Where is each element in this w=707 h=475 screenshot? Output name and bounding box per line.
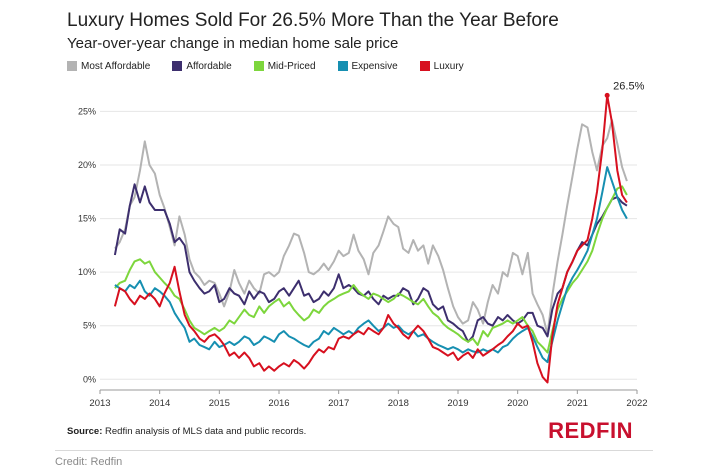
peak-marker: [604, 92, 610, 98]
x-tick-label: 2014: [149, 398, 170, 409]
x-tick-label: 2017: [328, 398, 349, 409]
source-note: Source: Redfin analysis of MLS data and …: [67, 426, 306, 437]
legend-swatch: [253, 61, 264, 71]
peak-annotation-label: 26.5%: [613, 80, 644, 92]
legend-swatch: [337, 61, 348, 71]
x-tick-label: 2021: [567, 398, 588, 409]
series-line-luxury: [113, 94, 628, 384]
y-tick-label: 0%: [83, 374, 96, 384]
legend-label: Expensive: [351, 60, 398, 72]
legend-item-mid-priced: Mid-Priced: [253, 58, 316, 74]
x-tick-label: 2018: [388, 398, 409, 409]
legend-item-luxury: Luxury: [419, 58, 464, 74]
x-tick-label: 2016: [268, 398, 289, 409]
chart-subtitle: Year-over-year change in median home sal…: [67, 35, 399, 52]
legend-label: Luxury: [433, 60, 464, 72]
legend-swatch: [67, 61, 77, 71]
x-tick-label: 2020: [507, 398, 528, 409]
legend-item-expensive: Expensive: [337, 58, 398, 74]
x-tick-label: 2013: [89, 398, 110, 409]
legend-item-affordable: Affordable: [172, 58, 232, 74]
series-line-most-affordable: [114, 119, 628, 336]
chart-card: Luxury Homes Sold For 26.5% More Than th…: [55, 0, 653, 451]
legend-label: Affordable: [186, 60, 232, 72]
redfin-logo: REDFIN: [548, 418, 633, 443]
image-credit: Credit: Redfin: [55, 456, 123, 468]
y-tick-label: 20%: [78, 160, 96, 170]
source-text: Redfin analysis of MLS data and public r…: [102, 426, 307, 437]
x-tick-label: 2019: [447, 398, 468, 409]
y-tick-label: 15%: [78, 214, 96, 224]
legend-label: Mid-Priced: [267, 60, 316, 72]
y-tick-label: 10%: [78, 267, 96, 277]
legend-swatch: [419, 61, 430, 71]
series-line-mid-priced: [114, 185, 628, 354]
legend-item-most-affordable: Most Affordable: [67, 58, 150, 74]
x-tick-label: 2022: [626, 398, 647, 409]
y-tick-label: 25%: [78, 106, 96, 116]
legend-label: Most Affordable: [81, 60, 151, 72]
line-chart: 0% 5% 10% 15% 20% 25% 2013 2014 2015 2016 2017 2018…: [78, 80, 648, 409]
series-line-expensive: [114, 166, 628, 364]
chart-title: Luxury Homes Sold For 26.5% More Than th…: [67, 10, 559, 31]
source-label: Source:: [67, 426, 103, 437]
chart-legend: Most Affordable Affordable Mid-Priced Expen…: [67, 58, 486, 74]
y-tick-label: 5%: [83, 321, 96, 331]
legend-swatch: [172, 61, 183, 71]
x-tick-label: 2015: [209, 398, 230, 409]
